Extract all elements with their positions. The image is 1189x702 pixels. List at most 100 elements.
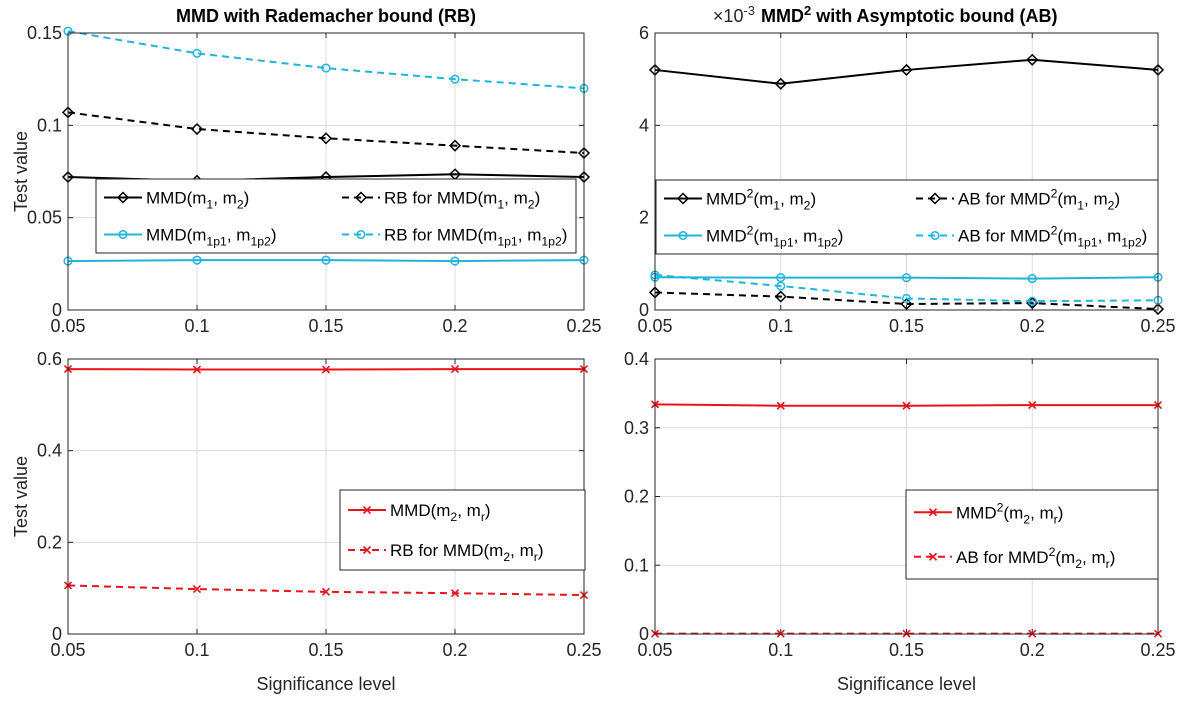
x-tick-label: 0.15 xyxy=(889,316,924,336)
legend-item: RB for MMD(m1, m2) xyxy=(342,189,540,212)
y-tick-label: 0.1 xyxy=(624,555,649,575)
y-tick-label: 0 xyxy=(52,624,62,644)
legend-marker xyxy=(928,192,942,205)
data-point xyxy=(774,77,787,90)
x-tick-label: 0.05 xyxy=(50,316,85,336)
x-tick-label: 0.25 xyxy=(1140,640,1175,660)
data-point xyxy=(900,63,913,76)
legend-marker xyxy=(354,191,368,204)
data-point xyxy=(192,48,202,58)
axis-exponent: ×10-3 xyxy=(713,3,755,26)
data-point xyxy=(901,273,912,283)
legend-box xyxy=(95,178,577,254)
x-tick-label: 0.25 xyxy=(1140,316,1175,336)
y-tick-label: 2 xyxy=(639,208,649,228)
data-point xyxy=(450,365,460,374)
data-point xyxy=(321,63,331,73)
x-tick-label: 0.1 xyxy=(768,316,793,336)
series-2 xyxy=(61,106,591,160)
legend-marker xyxy=(928,508,938,517)
y-tick-label: 0.1 xyxy=(37,115,62,135)
x-tick-label: 0.2 xyxy=(1020,640,1045,660)
legend-item: MMD(m1p1, m1p2) xyxy=(104,226,277,249)
legend-marker xyxy=(356,229,366,240)
legend-marker xyxy=(362,545,372,555)
data-point xyxy=(774,290,787,303)
legend-marker xyxy=(116,191,130,204)
legend-label: MMD2(m1, m2) xyxy=(706,187,816,213)
legend-label: MMD2(m1p1, m1p2) xyxy=(706,224,843,250)
data-point xyxy=(1151,303,1165,316)
series-2 xyxy=(63,581,589,600)
x-tick-label: 0.1 xyxy=(184,316,209,336)
x-tick-label: 0.1 xyxy=(768,640,793,660)
y-tick-label: 0.3 xyxy=(624,418,649,438)
legend-label: AB for MMD2(m1, m2) xyxy=(958,187,1120,213)
x-tick-label: 0.1 xyxy=(184,640,209,660)
legend-label: RB for MMD(m1p1, m1p2) xyxy=(384,226,567,249)
data-point xyxy=(776,401,785,410)
legend: MMD2(m2, mr) AB for MMD2(m2, mr) xyxy=(905,489,1159,580)
legend-label: MMD(m2, mr) xyxy=(390,501,491,524)
y-tick-label: 0 xyxy=(639,300,649,320)
y-tick-label: 0.15 xyxy=(27,23,62,43)
chart-panel-2: 0.05 0.1 0.15 0.2 0.25 0 2 4 6 ×10-3 MMD2 with Asy… xyxy=(637,3,1175,336)
y-tick-label: 0.2 xyxy=(37,532,62,552)
x-tick-label: 0.15 xyxy=(889,640,924,660)
x-tick-label: 0.25 xyxy=(566,640,601,660)
legend-label: MMD(m1p1, m1p2) xyxy=(146,226,277,249)
y-axis-label: Test value xyxy=(11,131,31,212)
legend-item: AB for MMD2(m1p1, m1p2) xyxy=(916,224,1147,250)
x-tick-label: 0.2 xyxy=(442,316,467,336)
series-line xyxy=(654,273,1159,303)
y-tick-label: 0 xyxy=(639,624,649,644)
x-tick-label: 0.2 xyxy=(442,640,467,660)
chart-title: MMD with Rademacher bound (RB) xyxy=(176,6,476,26)
legend: MMD2(m1, m2) AB for MMD2(m1, m2) MMD2(m1p1… xyxy=(655,179,1159,255)
legend-marker xyxy=(118,229,128,240)
legend-item: AB for MMD2(m2, mr) xyxy=(914,545,1115,571)
y-tick-label: 4 xyxy=(639,115,649,135)
data-point xyxy=(901,293,912,304)
y-tick-label: 6 xyxy=(639,23,649,43)
x-axis-label: Significance level xyxy=(256,674,395,694)
x-tick-label: 0.05 xyxy=(50,640,85,660)
legend-marker xyxy=(676,192,690,205)
data-point xyxy=(321,587,331,596)
x-tick-label: 0.05 xyxy=(637,640,672,660)
legend-marker xyxy=(928,552,938,561)
y-tick-label: 0.6 xyxy=(37,349,62,369)
legend-label: RB for MMD(m2, mr) xyxy=(390,541,544,564)
legend-item: MMD2(m2, mr) xyxy=(914,500,1063,526)
legend-label: MMD2(m2, mr) xyxy=(956,500,1063,526)
x-axis-label: Significance level xyxy=(837,674,976,694)
y-tick-label: 0.4 xyxy=(37,441,62,461)
legend-marker xyxy=(930,230,940,241)
legend-item: MMD(m2, mr) xyxy=(348,501,491,524)
series-line xyxy=(67,111,585,155)
data-point xyxy=(902,401,911,410)
chart-title: MMD2 with Asymptotic bound (AB) xyxy=(761,3,1058,26)
legend: MMD(m1, m2) RB for MMD(m1, m2) MMD(m1p1, m… xyxy=(95,178,577,254)
legend-item: MMD2(m1p1, m1p2) xyxy=(664,224,843,250)
chart-panel-4: 0.05 0.1 0.15 0.2 0.25 0 0.1 0.2 0.3 0.4 Significa… xyxy=(624,349,1176,694)
legend-marker xyxy=(678,230,688,241)
y-axis-label: Test value xyxy=(11,456,31,537)
data-point xyxy=(776,281,786,291)
x-tick-label: 0.2 xyxy=(1020,316,1045,336)
axes-frame xyxy=(654,32,1159,311)
data-point xyxy=(319,132,333,145)
y-tick-label: 0.4 xyxy=(624,349,649,369)
data-point xyxy=(321,255,331,265)
legend-label: AB for MMD2(m1p1, m1p2) xyxy=(958,224,1147,250)
legend-item: RB for MMD(m1p1, m1p2) xyxy=(342,226,567,249)
data-point xyxy=(450,74,460,84)
legend-item: AB for MMD2(m1, m2) xyxy=(916,187,1120,213)
series-1 xyxy=(650,400,1163,410)
series-line xyxy=(67,259,585,263)
chart-panel-3: 0.05 0.1 0.15 0.2 0.25 0 0.2 0.4 0.6 Test value Si… xyxy=(11,349,602,694)
y-tick-label: 0.2 xyxy=(624,487,649,507)
data-point xyxy=(448,139,462,152)
